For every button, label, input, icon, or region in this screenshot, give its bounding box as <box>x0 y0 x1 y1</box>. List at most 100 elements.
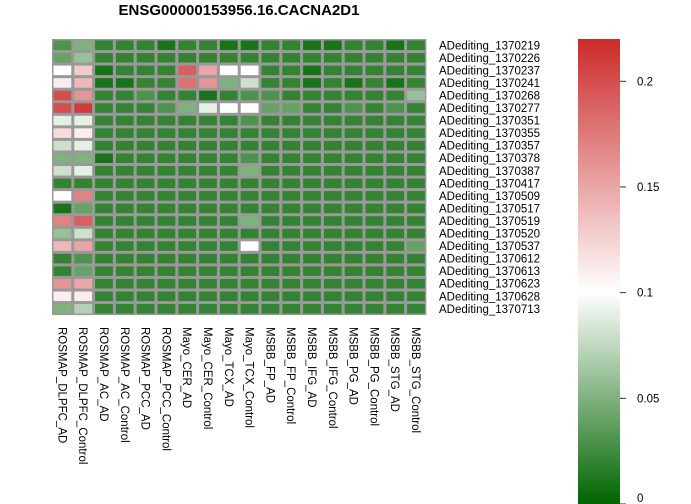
heatmap-cell <box>282 241 301 251</box>
heatmap-cell <box>303 140 321 151</box>
heatmap-cell <box>240 228 259 239</box>
heatmap-cell <box>261 115 280 126</box>
heatmap-cell <box>282 216 301 226</box>
heatmap-cell <box>344 40 363 51</box>
heatmap-cell <box>157 140 176 151</box>
column-label: ROSMAP_DLPFC_Control <box>76 327 88 464</box>
chart-title: ENSG00000153956.16.CACNA2D1 <box>119 2 360 19</box>
heatmap-cell <box>261 178 280 189</box>
heatmap-cell <box>365 65 384 76</box>
heatmap-cell <box>303 40 321 51</box>
heatmap-cell <box>74 216 93 226</box>
heatmap-cell <box>261 166 280 176</box>
row-label: ADediting_1370277 <box>439 103 540 115</box>
heatmap-cell <box>74 53 93 63</box>
heatmap-cell <box>386 304 405 314</box>
heatmap-cell <box>323 228 342 239</box>
column-label: ROSMAP_PCC_Control <box>159 327 171 451</box>
heatmap-cell <box>199 291 217 302</box>
heatmap-cell <box>136 304 155 314</box>
heatmap-cell <box>53 128 72 138</box>
heatmap-cell <box>323 266 342 276</box>
heatmap-cell <box>136 128 155 138</box>
heatmap-cell <box>323 304 342 314</box>
heatmap-cell <box>344 216 363 226</box>
heatmap-cell <box>53 166 72 176</box>
heatmap-cell <box>386 241 405 251</box>
heatmap-cell <box>407 253 425 264</box>
heatmap-cell <box>323 128 342 138</box>
heatmap-cell <box>53 178 72 189</box>
heatmap-cell <box>240 278 259 289</box>
heatmap-cell <box>282 191 301 201</box>
row-label: ADediting_1370355 <box>439 128 540 140</box>
heatmap-cell <box>115 266 134 276</box>
heatmap-cell <box>386 78 405 88</box>
heatmap-cell <box>282 304 301 314</box>
heatmap-cell <box>407 203 425 214</box>
heatmap-cell <box>53 191 72 201</box>
heatmap-cell <box>157 191 176 201</box>
column-label: MSBB_STG_AD <box>388 327 400 412</box>
heatmap-cell <box>261 291 280 302</box>
heatmap-cell <box>323 115 342 126</box>
heatmap-cell <box>136 228 155 239</box>
heatmap-cell <box>95 40 113 51</box>
heatmap-cell <box>323 78 342 88</box>
heatmap-cell <box>178 291 197 302</box>
heatmap-cell <box>240 53 259 63</box>
row-label: ADediting_1370237 <box>439 65 540 77</box>
heatmap-cell <box>323 253 342 264</box>
heatmap-cell <box>95 153 113 163</box>
heatmap-cell <box>219 90 238 101</box>
heatmap-cell <box>282 266 301 276</box>
heatmap-cell <box>407 103 425 113</box>
heatmap-cell <box>240 115 259 126</box>
heatmap-cell <box>365 304 384 314</box>
heatmap-cell <box>136 40 155 51</box>
heatmap-cell <box>407 115 425 126</box>
heatmap-cell <box>323 153 342 163</box>
heatmap-cell <box>386 153 405 163</box>
heatmap-cell <box>240 216 259 226</box>
heatmap-cell <box>282 153 301 163</box>
heatmap-cell <box>303 90 321 101</box>
heatmap-cell <box>136 90 155 101</box>
heatmap-cell <box>323 40 342 51</box>
heatmap-cell <box>344 191 363 201</box>
heatmap-cell <box>178 191 197 201</box>
heatmap-grid-background <box>52 39 427 316</box>
heatmap-cell <box>303 78 321 88</box>
heatmap-cell <box>199 115 217 126</box>
heatmap-cell <box>261 140 280 151</box>
heatmap-cell <box>323 65 342 76</box>
heatmap-cell <box>261 241 280 251</box>
heatmap-cell <box>178 216 197 226</box>
heatmap-cell <box>53 78 72 88</box>
heatmap-cell <box>261 216 280 226</box>
row-label: ADediting_1370357 <box>439 141 540 153</box>
heatmap-cell <box>178 103 197 113</box>
heatmap-cell <box>53 291 72 302</box>
heatmap-cell <box>219 278 238 289</box>
heatmap-cell <box>407 78 425 88</box>
heatmap-cell <box>407 128 425 138</box>
heatmap-cell <box>199 241 217 251</box>
heatmap-cell <box>95 65 113 76</box>
heatmap-cell <box>282 128 301 138</box>
row-label: ADediting_1370509 <box>439 191 540 203</box>
heatmap-cell <box>178 203 197 214</box>
heatmap-cell <box>199 178 217 189</box>
heatmap-cell <box>386 103 405 113</box>
heatmap-cell <box>219 128 238 138</box>
heatmap-cell <box>323 166 342 176</box>
heatmap-cell <box>74 140 93 151</box>
heatmap-cell <box>261 278 280 289</box>
heatmap-cell <box>136 178 155 189</box>
column-label: Mayo_TCX_Control <box>243 327 255 428</box>
heatmap-cell <box>199 90 217 101</box>
heatmap-cell <box>365 241 384 251</box>
heatmap-cell <box>115 128 134 138</box>
heatmap-cell <box>323 140 342 151</box>
